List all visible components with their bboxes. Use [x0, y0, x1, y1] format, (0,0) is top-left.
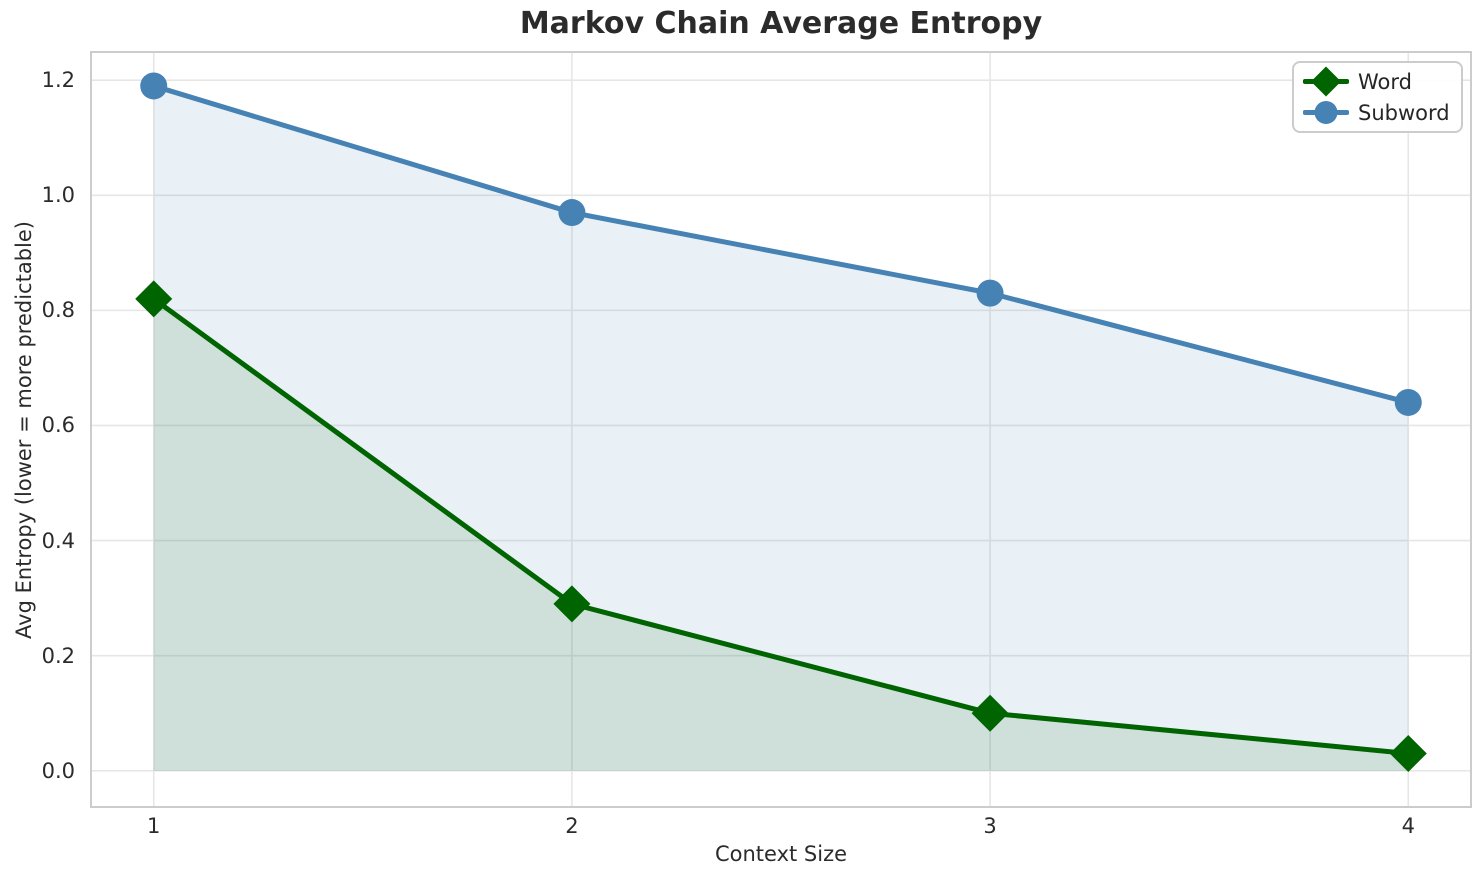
- legend-item-subword: Subword: [1303, 97, 1450, 128]
- y-tick-label: 0.2: [41, 643, 75, 668]
- chart-title: Markov Chain Average Entropy: [519, 6, 1043, 41]
- word-data-point: [553, 585, 591, 623]
- y-tick-label: 0.8: [41, 298, 75, 323]
- word-line: [151, 296, 1411, 756]
- axes-frame: [90, 51, 1472, 808]
- y-tick-label: 1.2: [41, 68, 75, 93]
- x-tick-label: 2: [565, 814, 579, 838]
- word-data-point: [135, 280, 173, 318]
- subword-data-point: [976, 279, 1004, 307]
- word-diamond-marker-icon: [1303, 66, 1349, 97]
- subword-circle-marker-icon: [1303, 101, 1349, 124]
- y-tick-label: 0.0: [41, 758, 75, 783]
- subword-data-point: [140, 72, 168, 100]
- x-tick-label: 1: [147, 814, 161, 838]
- subword-data-point: [1394, 388, 1422, 416]
- subword-line: [151, 83, 1411, 405]
- word-area-fill: [153, 298, 1409, 771]
- word-data-point: [971, 694, 1009, 732]
- legend-label-subword: Subword: [1358, 100, 1450, 125]
- legend-item-word: Word: [1303, 66, 1450, 97]
- x-axis-label: Context Size: [714, 842, 848, 866]
- x-tick-label: 3: [983, 814, 997, 838]
- subword-area-fill: [153, 85, 1409, 771]
- word-data-point: [1389, 734, 1427, 772]
- y-tick-label: 1.0: [41, 183, 75, 208]
- x-tick-label: 4: [1401, 814, 1415, 838]
- subword-data-point: [558, 199, 586, 227]
- y-tick-label: 0.4: [41, 528, 75, 553]
- legend: Word Subword: [1292, 61, 1463, 133]
- y-tick-label: 0.6: [41, 413, 75, 438]
- legend-label-word: Word: [1358, 69, 1412, 94]
